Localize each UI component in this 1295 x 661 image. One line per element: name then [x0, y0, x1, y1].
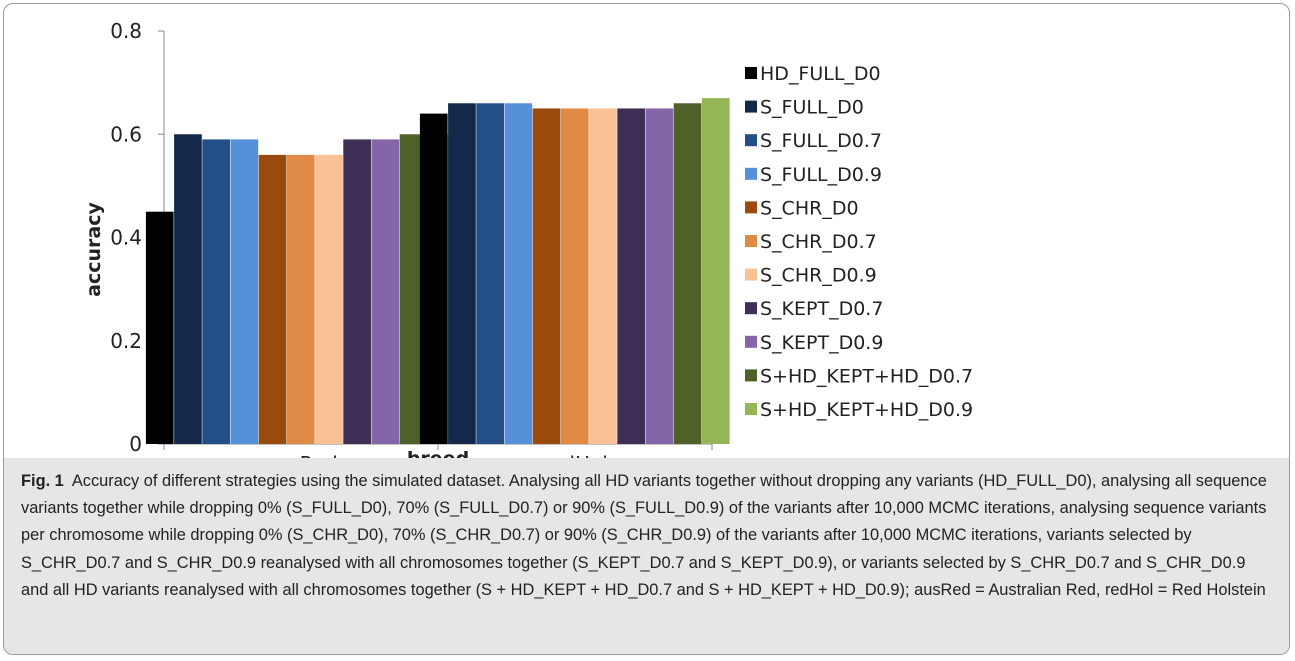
- x-tick-label: ausRed: [264, 452, 337, 460]
- bar-ausRed-S_KEPT_D0.7: [343, 139, 371, 444]
- legend-label-S_FULL_D0.9: S_FULL_D0.9: [760, 164, 882, 186]
- legend-swatch-S_KEPT_D0.7: [745, 302, 757, 315]
- x-axis-title: breed: [407, 448, 469, 460]
- legend-label-S_FULL_D0.7: S_FULL_D0.7: [760, 130, 882, 152]
- legend-label-S_CHR_D0.9: S_CHR_D0.9: [760, 265, 877, 287]
- legend-label-S_KEPT_D0.7: S_KEPT_D0.7: [760, 298, 883, 320]
- legend-swatch-S_CHR_D0: [745, 201, 757, 214]
- legend-label-S_CHR_D0: S_CHR_D0: [760, 197, 859, 219]
- bar-ausRed-S_KEPT_D0.9: [371, 139, 400, 444]
- bar-ausRed-S_CHR_D0: [258, 154, 287, 444]
- bar-redHol-S_FULL_D0.7: [476, 103, 504, 445]
- bar-redHol-S+HD_KEPT+HD_D0.9: [701, 98, 730, 445]
- legend-label-S_FULL_D0: S_FULL_D0: [760, 97, 864, 119]
- bar-redHol-S_KEPT_D0.9: [645, 108, 674, 444]
- figure: 0 0.2 0.4 0.6 0.8 ausRed redHol breed accuracy HD…: [3, 3, 1290, 655]
- legend-label-S_CHR_D0.7: S_CHR_D0.7: [760, 231, 877, 253]
- y-tick-label: 0: [129, 432, 142, 456]
- bar-redHol-S+HD_KEPT+HD_D0.7: [673, 103, 702, 445]
- y-tick-label: 0.4: [110, 226, 142, 250]
- bar-ausRed-HD_FULL_D0: [145, 211, 174, 444]
- legend-swatch-S_CHR_D0.7: [745, 235, 757, 247]
- legend-swatch-S+HD_KEPT+HD_D0.9: [745, 403, 757, 415]
- caption-label: Fig. 1: [21, 472, 64, 490]
- bar-ausRed-S_CHR_D0.7: [286, 154, 315, 444]
- figure-caption: Fig. 1 Accuracy of different strategies u…: [4, 458, 1289, 654]
- bar-ausRed-S_FULL_D0.9: [230, 139, 259, 444]
- bar-ausRed-S_CHR_D0.9: [315, 154, 343, 444]
- legend-swatch-HD_FULL_D0: [745, 67, 757, 79]
- bar-redHol-S_KEPT_D0.7: [617, 108, 645, 444]
- legend-label-S+HD_KEPT+HD_D0.9: S+HD_KEPT+HD_D0.9: [760, 399, 973, 421]
- y-tick-label: 0.2: [110, 329, 142, 353]
- bar-ausRed-S_FULL_D0.7: [202, 139, 230, 444]
- caption-text: Accuracy of different strategies using t…: [21, 472, 1267, 599]
- bar-redHol-S_CHR_D0.9: [589, 108, 617, 444]
- y-axis-title: accuracy: [83, 202, 105, 297]
- legend-label-S+HD_KEPT+HD_D0.7: S+HD_KEPT+HD_D0.7: [760, 365, 973, 387]
- bar-chart: 0 0.2 0.4 0.6 0.8 ausRed redHol breed accuracy HD…: [83, 19, 973, 460]
- legend-swatch-S_CHR_D0.9: [745, 268, 757, 281]
- x-tick-label: redHol: [542, 452, 608, 460]
- legend-swatch-S_FULL_D0.9: [745, 167, 757, 180]
- legend-label-S_KEPT_D0.9: S_KEPT_D0.9: [760, 332, 883, 354]
- legend-swatch-S_KEPT_D0.9: [745, 335, 757, 348]
- bar-redHol-S_FULL_D0.9: [504, 103, 533, 445]
- bar-ausRed-S_FULL_D0: [174, 134, 202, 444]
- y-tick-label: 0.8: [110, 19, 142, 43]
- legend-label-HD_FULL_D0: HD_FULL_D0: [760, 63, 881, 85]
- legend-swatch-S+HD_KEPT+HD_D0.7: [745, 369, 757, 382]
- bar-redHol-S_FULL_D0: [448, 103, 476, 445]
- legend-swatch-S_FULL_D0: [745, 100, 757, 113]
- legend-swatch-S_FULL_D0.7: [745, 134, 757, 147]
- y-tick-label: 0.6: [110, 122, 142, 146]
- bar-redHol-HD_FULL_D0: [419, 113, 448, 444]
- bar-redHol-S_CHR_D0.7: [560, 108, 589, 444]
- bar-redHol-S_CHR_D0: [532, 108, 561, 444]
